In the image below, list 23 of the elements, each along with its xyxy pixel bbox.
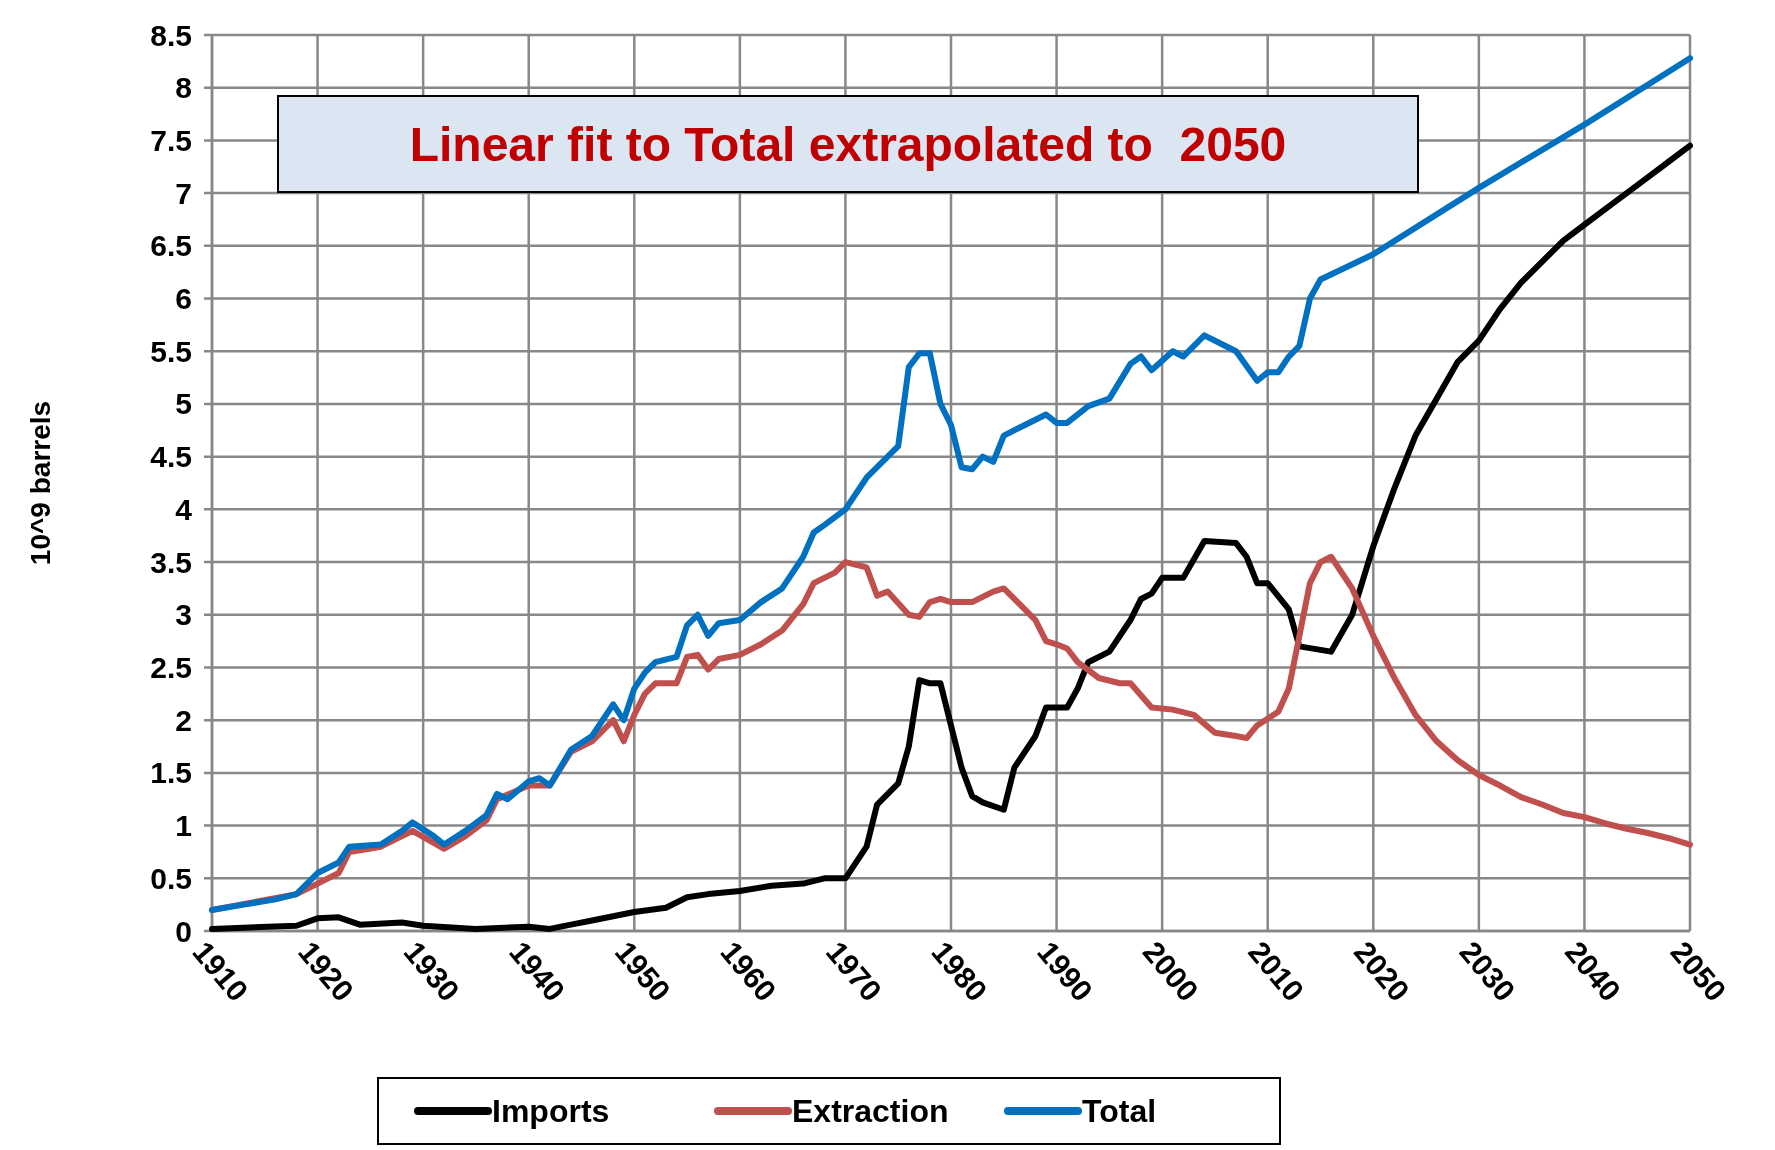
y-tick-label: 7.5 [150,123,192,157]
y-axis-title: 10^9 barrels [25,400,56,566]
legend-label: Extraction [792,1093,949,1130]
y-tick-label: 3.5 [150,545,192,579]
y-tick-label: 0.5 [150,861,192,895]
y-tick-label: 7 [175,176,192,210]
legend-label: Imports [492,1093,610,1130]
y-tick-label: 1.5 [150,756,192,790]
y-tick-label: 4 [175,492,193,526]
y-tick-label: 5 [175,387,192,421]
y-tick-label: 6 [175,282,192,316]
y-tick-label: 2.5 [150,650,192,684]
y-tick-label: 5.5 [150,334,192,368]
y-tick-label: 8 [175,71,192,105]
text: Linear fit to Total extrapolated to 2050 [409,117,1287,171]
y-tick-label: 0 [175,914,192,948]
y-tick-label: 3 [175,598,192,632]
y-tick-label: 6.5 [150,229,192,263]
y-tick-label: 4.5 [150,440,192,474]
y-tick-label: 1 [175,809,192,843]
legend-label: Total [1082,1093,1157,1130]
y-tick-label: 8.5 [150,18,192,52]
y-tick-label: 2 [175,703,192,737]
